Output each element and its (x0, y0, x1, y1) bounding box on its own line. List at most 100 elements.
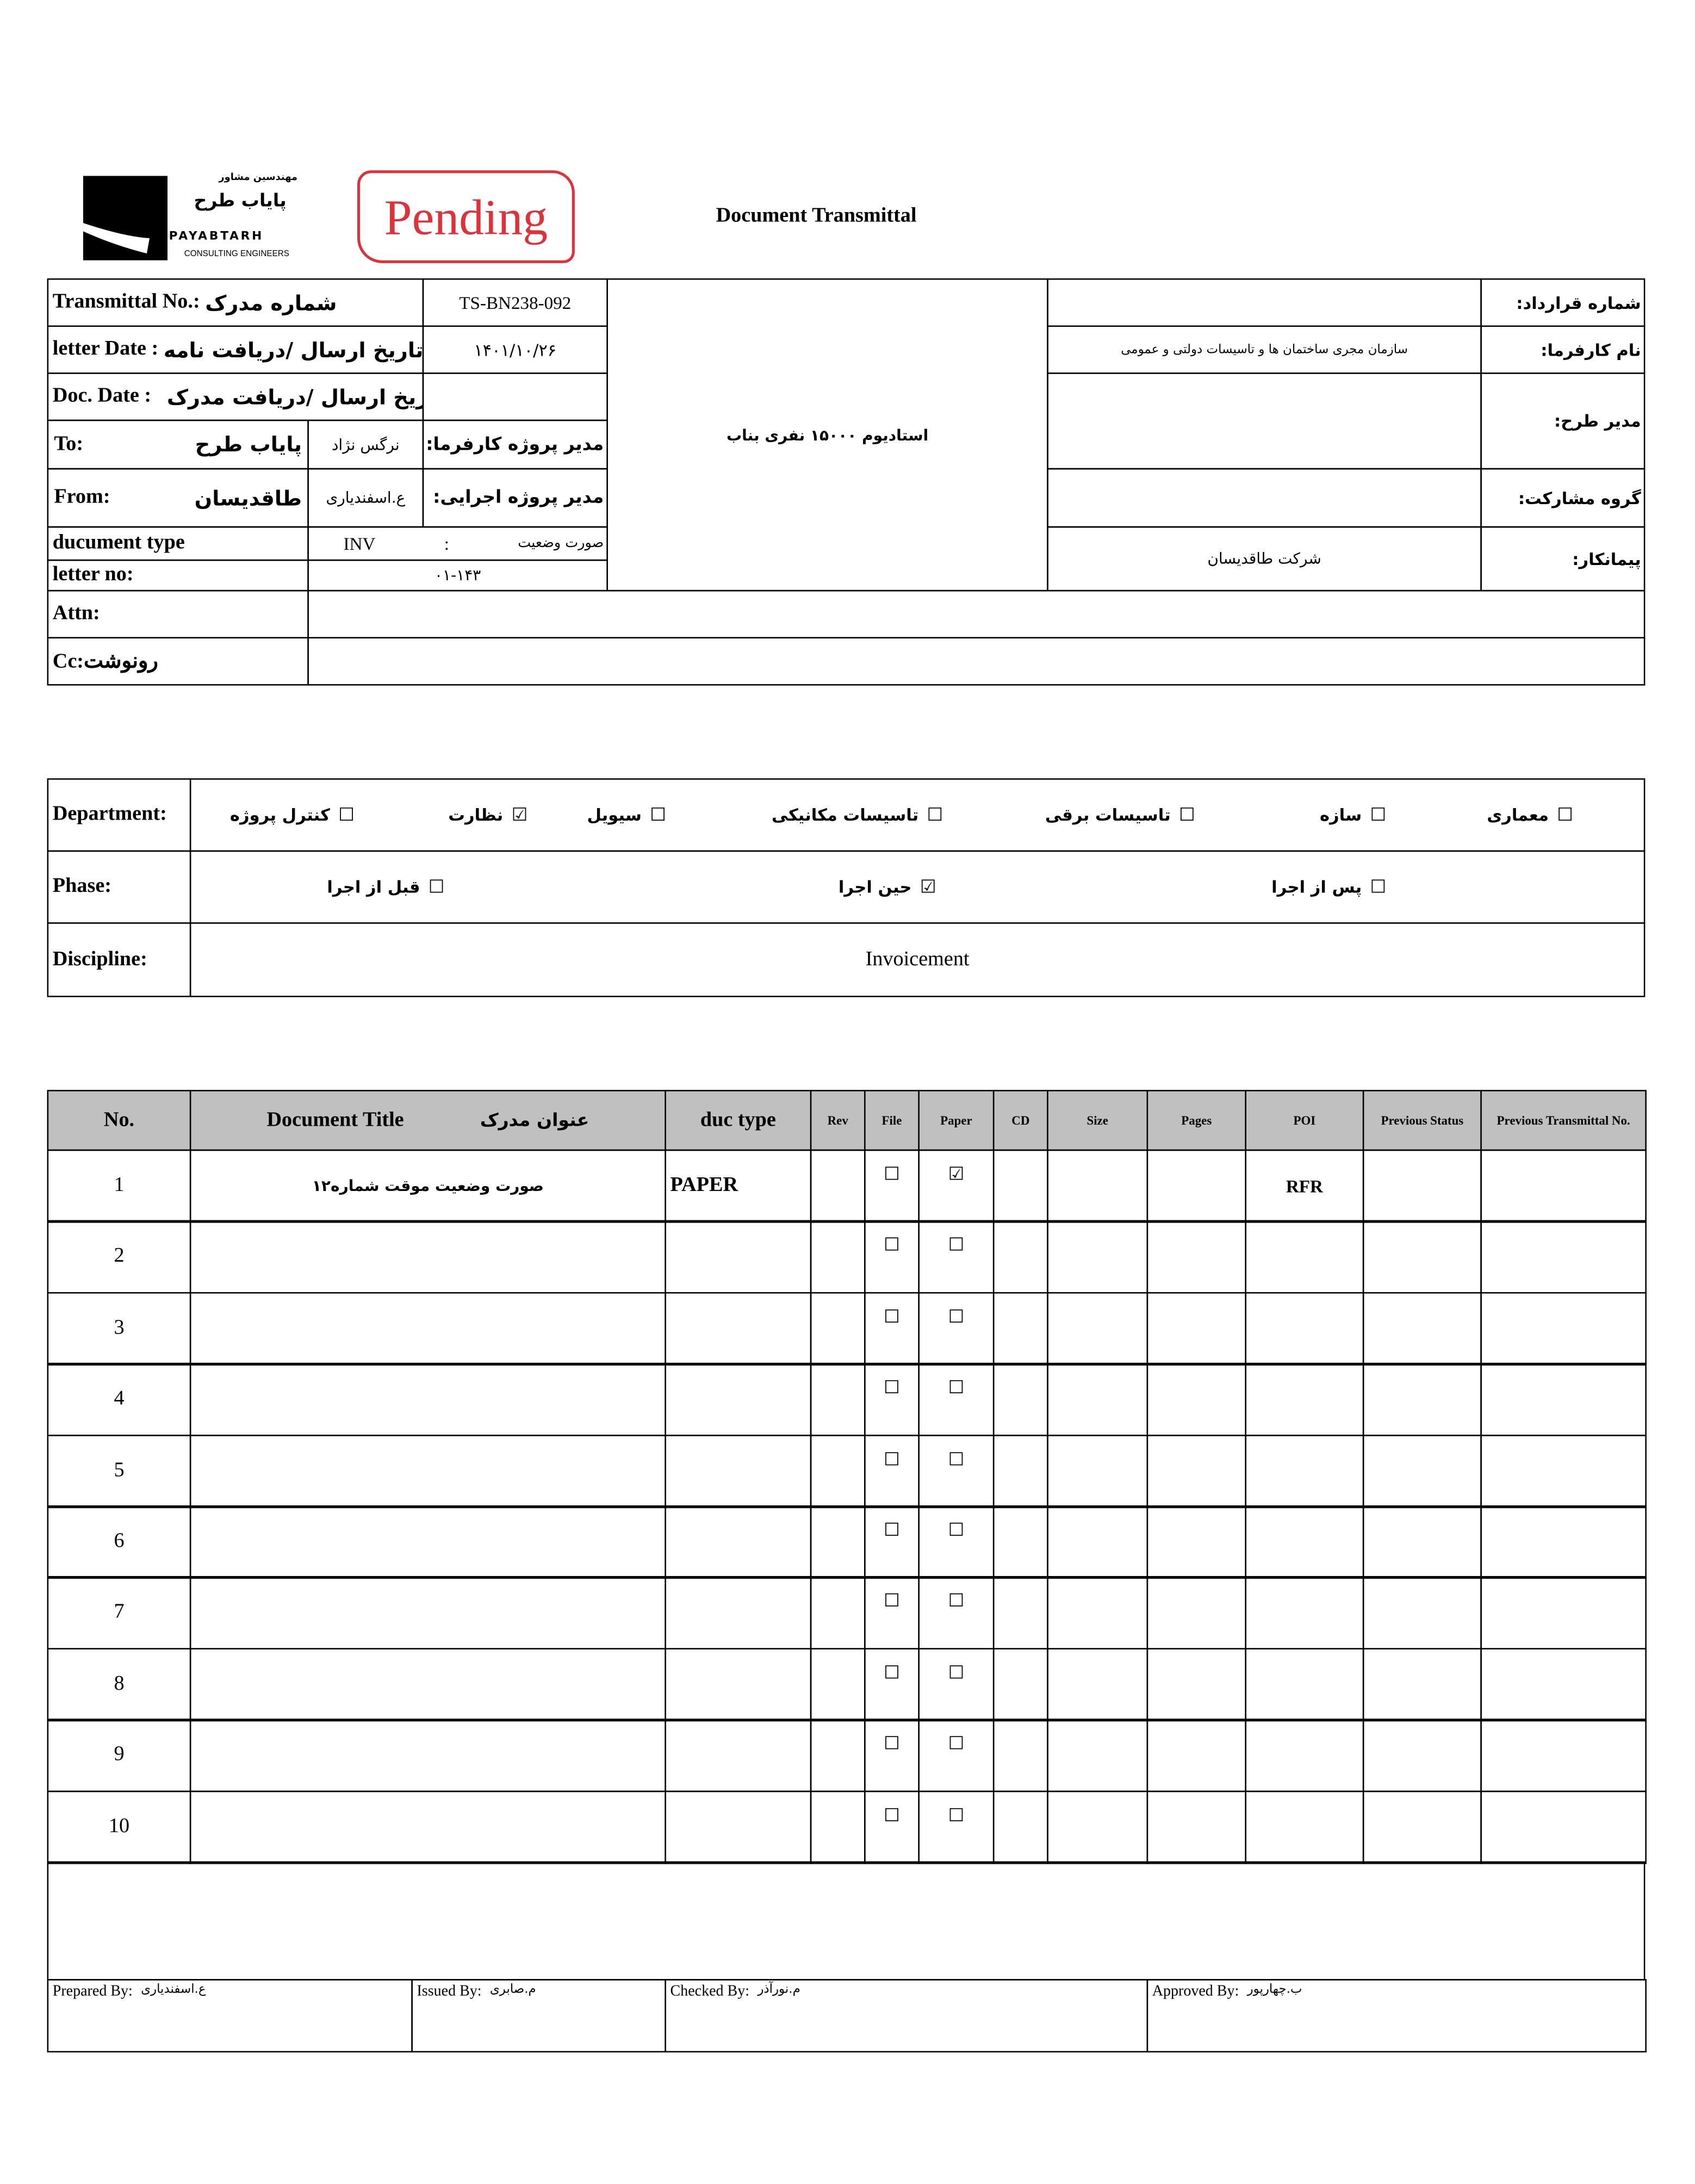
cell-rev (810, 1647, 866, 1721)
remarks-area (47, 1861, 1646, 1981)
cell-poi (1245, 1718, 1364, 1792)
cell-prev-status (1362, 1220, 1482, 1294)
cell-paper: ☐ (918, 1363, 995, 1437)
checkbox-icon[interactable]: ☐ (884, 1521, 900, 1542)
department-option[interactable]: ☐ سازه (1320, 805, 1394, 826)
cell-prev-transmittal (1480, 1647, 1647, 1721)
cell-paper: ☐ (918, 1292, 995, 1366)
cell-prev-status (1362, 1577, 1482, 1650)
discipline-label: Discipline: (47, 922, 191, 997)
checkbox-icon[interactable]: ☐ (884, 1449, 900, 1471)
document-type-value: INV: صورت وضعیت (307, 526, 608, 561)
option-label: کنترل پروژه (229, 805, 330, 825)
cell-no: 2 (47, 1220, 191, 1294)
header-paper: Paper (918, 1090, 995, 1151)
logo-persian-small: مهندسین مشاور (219, 171, 298, 183)
checkbox-icon[interactable]: ☐ (884, 1236, 900, 1257)
phase-option[interactable]: ☐ پس از اجرا (1271, 877, 1394, 897)
cell-prev-transmittal (1480, 1505, 1647, 1579)
cell-title: صورت وضعیت موقت شماره۱۲ (189, 1149, 666, 1223)
doc-type-separator: : (444, 532, 449, 554)
cell-duc-type (665, 1790, 812, 1864)
letter-date-label: letter Date : تاریخ ارسال /دریافت نامه (47, 325, 424, 374)
signature-label: Checked By: (670, 1983, 750, 2000)
department-option[interactable]: ☑ نظارت (448, 805, 536, 826)
checkbox-icon[interactable]: ☐ (948, 1734, 965, 1755)
checkbox-icon[interactable]: ☐ (884, 1378, 900, 1399)
cell-rev (810, 1292, 866, 1366)
cell-cd (992, 1718, 1048, 1792)
option-label: معماری (1487, 805, 1549, 825)
cell-poi: RFR (1245, 1149, 1364, 1223)
checkbox-icon[interactable]: ☐ (884, 1662, 900, 1684)
document-type-label: ducument type (47, 526, 309, 561)
cell-duc-type (665, 1363, 812, 1437)
cell-file: ☐ (864, 1292, 920, 1366)
cell-pages (1146, 1718, 1246, 1792)
cell-cd (992, 1220, 1048, 1294)
checkbox-icon[interactable]: ☐ (1179, 804, 1195, 826)
cell-duc-type (665, 1718, 812, 1792)
cell-size (1047, 1647, 1148, 1721)
checkbox-icon[interactable]: ☐ (884, 1805, 900, 1826)
checkbox-icon[interactable]: ☐ (1557, 804, 1573, 826)
signature-cell: Approved By: ب.چهارپور (1146, 1979, 1647, 2053)
checkbox-icon[interactable]: ☐ (1370, 876, 1387, 898)
cell-no: 3 (47, 1292, 191, 1366)
header-file: File (864, 1090, 920, 1151)
checkbox-icon[interactable]: ☐ (948, 1307, 965, 1328)
checkbox-icon[interactable]: ☐ (948, 1592, 965, 1613)
department-options: ☐ معماری ☐ سازه ☐ تاسیسات برقی ☐ تاسیسات مکانیک… (189, 778, 1646, 852)
logo-tagline: CONSULTING ENGINEERS (184, 250, 290, 259)
checkbox-icon[interactable]: ☐ (884, 1734, 900, 1755)
checkbox-icon[interactable]: ☐ (948, 1805, 965, 1826)
cell-file: ☐ (864, 1220, 920, 1294)
cell-poi (1245, 1220, 1364, 1294)
checkbox-icon[interactable]: ☐ (948, 1378, 965, 1399)
checkbox-icon[interactable]: ☐ (338, 804, 355, 826)
cell-prev-transmittal (1480, 1363, 1647, 1437)
letter-no-label: letter no: (47, 559, 309, 592)
label-fa: تاریخ ارسال /دریافت نامه (163, 337, 424, 362)
cell-pages (1146, 1505, 1246, 1579)
discipline-value: Invoicement (189, 922, 1646, 997)
cell-prev-transmittal (1480, 1718, 1647, 1792)
phase-option[interactable]: ☐ قبل از اجرا (327, 877, 452, 897)
department-option[interactable]: ☐ تاسیسات مکانیکی (772, 805, 951, 826)
header-duc-type: duc type (665, 1090, 812, 1151)
cell-prev-status (1362, 1149, 1482, 1223)
checkbox-checked-icon[interactable]: ☑ (511, 804, 528, 826)
cell-prev-transmittal (1480, 1790, 1647, 1864)
cell-pages (1146, 1647, 1246, 1721)
checkbox-icon[interactable]: ☐ (1370, 804, 1387, 826)
department-option[interactable]: ☐ سیویل (587, 805, 674, 826)
cell-rev (810, 1718, 866, 1792)
cell-file: ☐ (864, 1718, 920, 1792)
department-option[interactable]: ☐ معماری (1487, 805, 1581, 826)
checkbox-icon[interactable]: ☐ (884, 1164, 900, 1186)
signature-name: ع.اسفندیاری (141, 1983, 206, 1997)
department-option[interactable]: ☐ کنترل پروژه (230, 805, 363, 826)
checkbox-icon[interactable]: ☐ (948, 1521, 965, 1542)
cell-paper: ☑ (918, 1149, 995, 1223)
cell-paper: ☐ (918, 1647, 995, 1721)
doc-type-name: صورت وضعیت (518, 536, 604, 551)
phase-option[interactable]: ☑ حین اجرا (839, 877, 945, 897)
cell-poi (1245, 1505, 1364, 1579)
department-option[interactable]: ☐ تاسیسات برقی (1045, 805, 1203, 826)
letter-date-value: ۱۴۰۱/۱۰/۲۶ (422, 325, 608, 374)
cell-poi (1245, 1434, 1364, 1508)
checkbox-icon[interactable]: ☐ (948, 1449, 965, 1471)
header-prev-status: Previous Status (1362, 1090, 1482, 1151)
checkbox-icon[interactable]: ☐ (927, 804, 943, 826)
checkbox-icon[interactable]: ☐ (948, 1236, 965, 1257)
checkbox-icon[interactable]: ☐ (884, 1592, 900, 1613)
checkbox-checked-icon[interactable]: ☑ (948, 1164, 965, 1186)
cell-poi (1245, 1292, 1364, 1366)
checkbox-checked-icon[interactable]: ☑ (920, 876, 936, 898)
checkbox-icon[interactable]: ☐ (428, 876, 445, 898)
checkbox-icon[interactable]: ☐ (884, 1307, 900, 1328)
to-person: نرگس نژاد (307, 419, 424, 470)
checkbox-icon[interactable]: ☐ (650, 804, 666, 826)
checkbox-icon[interactable]: ☐ (948, 1662, 965, 1684)
